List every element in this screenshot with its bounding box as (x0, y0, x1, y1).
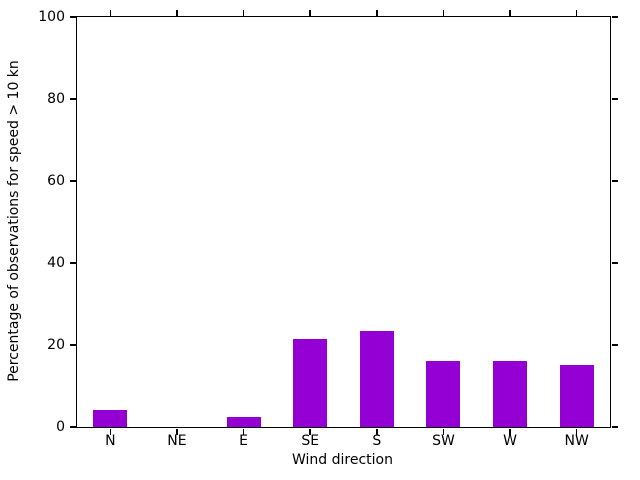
x-tick-mark (176, 428, 178, 435)
y-tick-mark (69, 262, 76, 264)
x-tick-label: W (503, 433, 517, 449)
y-axis-label: Percentage of observations for speed > 1… (6, 60, 22, 382)
y-tick-mark (611, 426, 618, 428)
y-tick-mark (69, 426, 76, 428)
x-tick-label: E (239, 433, 248, 449)
y-tick-label: 80 (47, 91, 65, 107)
x-tick-mark (109, 428, 112, 435)
x-tick-label: NW (564, 433, 589, 449)
x-tick-mark (509, 9, 511, 16)
x-tick-mark (176, 9, 178, 16)
x-tick-mark (575, 428, 578, 435)
y-tick-mark (611, 344, 618, 346)
bar-e (226, 417, 261, 427)
y-tick-mark (69, 180, 76, 182)
y-tick-mark (69, 344, 76, 346)
x-tick-mark (442, 428, 445, 435)
y-tick-mark (611, 98, 618, 100)
x-axis-label: Wind direction (292, 452, 393, 468)
x-tick-mark (242, 428, 245, 435)
x-tick-mark (376, 428, 378, 435)
x-tick-mark (309, 428, 311, 435)
x-tick-mark (109, 9, 112, 16)
y-tick-label: 100 (38, 9, 65, 25)
y-tick-label: 40 (47, 255, 65, 271)
bar-sw (426, 361, 461, 427)
x-tick-mark (509, 428, 511, 435)
x-tick-label: N (105, 433, 116, 449)
x-tick-mark (376, 9, 378, 16)
y-tick-mark (611, 262, 618, 264)
bar-w (493, 361, 528, 427)
x-tick-mark (442, 9, 445, 16)
x-tick-label: SW (432, 433, 455, 449)
y-tick-label: 0 (56, 419, 65, 435)
y-tick-mark (611, 16, 618, 18)
x-tick-label: NE (167, 433, 187, 449)
y-tick-label: 60 (47, 173, 65, 189)
y-tick-label: 20 (47, 337, 65, 353)
x-tick-mark (575, 9, 578, 16)
y-tick-mark (69, 98, 76, 100)
bar-n (93, 409, 128, 427)
x-tick-mark (309, 9, 311, 16)
bar-se (293, 338, 328, 427)
y-tick-mark (611, 180, 618, 182)
bar-s (359, 331, 394, 427)
x-tick-mark (242, 9, 245, 16)
bar-nw (559, 364, 594, 427)
x-tick-label: S (372, 433, 382, 449)
x-tick-label: SE (301, 433, 320, 449)
plot-area: 0 20 40 60 80 100 N NE E SE S SW W NW (38, 9, 618, 449)
y-tick-mark (69, 16, 76, 18)
